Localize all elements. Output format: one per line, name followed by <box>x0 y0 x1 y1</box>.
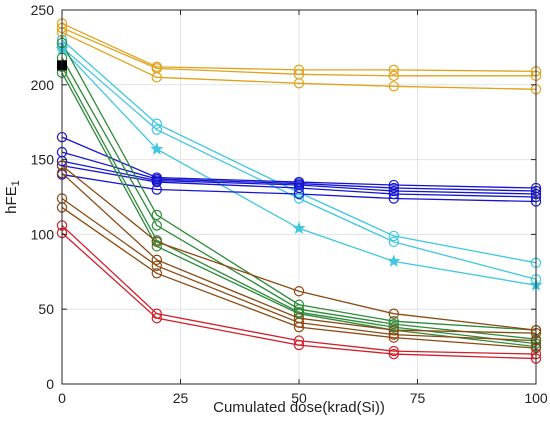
y-tick-label: 0 <box>46 376 54 392</box>
data-point <box>151 260 162 272</box>
data-point <box>293 286 305 297</box>
x-tick-label: 25 <box>173 390 189 406</box>
y-tick-label: 250 <box>31 2 55 18</box>
data-point <box>388 329 399 340</box>
x-axis-label: Cumulated dose(krad(Si)) <box>213 399 385 416</box>
y-axis-label-main: hFE <box>3 186 20 214</box>
x-tick-label: 0 <box>58 390 66 406</box>
data-point <box>388 308 399 319</box>
data-point <box>388 348 399 360</box>
y-tick-label: 150 <box>31 152 55 168</box>
x-tick-label: 100 <box>524 390 548 406</box>
data-point <box>151 176 162 188</box>
data-point <box>388 332 399 343</box>
data-point <box>151 308 162 319</box>
y-tick-label: 50 <box>38 301 54 317</box>
data-point <box>388 64 399 76</box>
data-point <box>151 312 162 324</box>
data-point-star <box>387 254 401 267</box>
axis-ticks: 0 25 50 75 100 0 50 100 150 200 250 <box>31 2 548 406</box>
series-line <box>61 160 537 195</box>
data-point <box>388 81 399 92</box>
data-point <box>293 188 305 200</box>
y-tick-label: 100 <box>31 226 55 242</box>
data-point <box>151 184 162 195</box>
data-point <box>388 345 399 357</box>
data-point <box>388 182 399 194</box>
data-point <box>388 230 399 242</box>
data-point <box>293 339 305 351</box>
data-point <box>151 236 162 248</box>
y-axis-label: hFE1 <box>3 180 22 214</box>
series-line <box>61 31 537 90</box>
series-line <box>61 165 537 331</box>
data-point <box>388 236 399 248</box>
data-point <box>151 220 162 231</box>
data-point <box>388 185 399 197</box>
data-point <box>388 70 399 82</box>
series-line <box>61 136 537 189</box>
data-point <box>388 318 399 330</box>
data-point <box>293 335 305 346</box>
data-point <box>151 254 162 266</box>
data-point <box>293 64 305 76</box>
data-point <box>388 193 399 204</box>
series-line <box>61 66 537 345</box>
data-point <box>293 193 305 204</box>
y-axis-label-subscript: 1 <box>10 180 22 186</box>
data-point <box>151 124 162 135</box>
data-point <box>293 78 305 89</box>
data-point <box>388 321 399 333</box>
data-point <box>151 118 162 129</box>
data-point <box>293 321 305 333</box>
data-point <box>388 188 399 200</box>
x-tick-label: 75 <box>410 390 426 406</box>
data-point <box>293 182 305 194</box>
data-point-star <box>150 142 164 155</box>
data-point <box>151 209 162 221</box>
data-point <box>388 324 399 336</box>
y-tick-label: 200 <box>31 77 55 93</box>
data-point <box>151 241 162 252</box>
x-tick-label: 50 <box>291 390 307 406</box>
data-point <box>151 268 162 279</box>
data-point <box>151 72 162 83</box>
data-point-star <box>292 221 306 234</box>
data-point <box>293 317 305 328</box>
